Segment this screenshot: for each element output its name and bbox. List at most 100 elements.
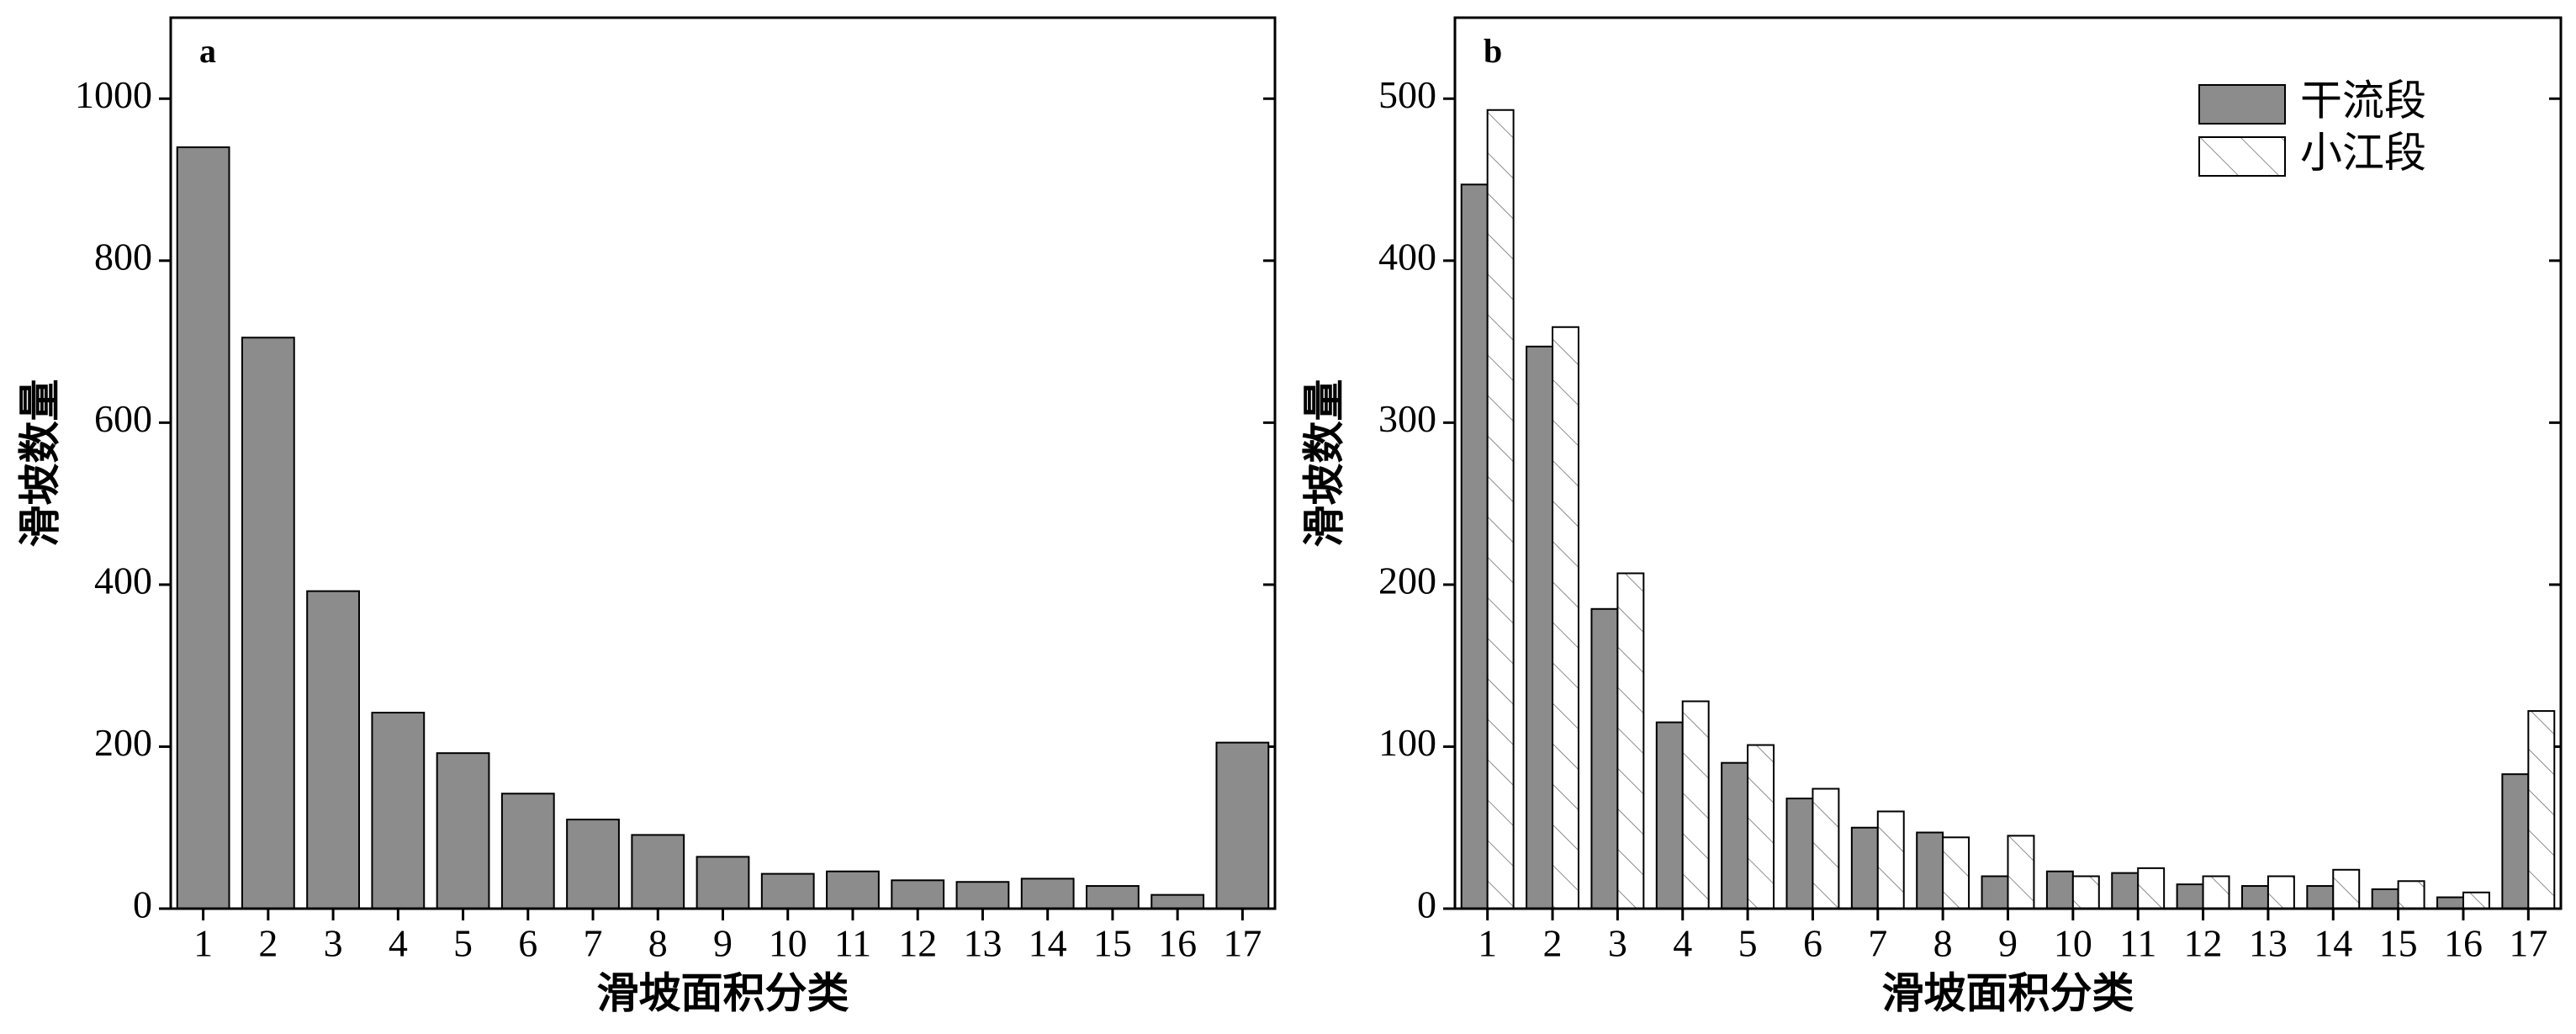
legend-label: 小江段	[2300, 129, 2426, 176]
x-tick-label: 13	[963, 922, 1002, 965]
bar	[1981, 875, 2009, 910]
bar	[1020, 878, 1075, 910]
bar	[371, 712, 426, 910]
x-tick-label: 3	[1608, 922, 1627, 965]
bar	[566, 819, 620, 909]
bar	[1150, 893, 1205, 910]
bar	[2137, 867, 2166, 910]
bar	[306, 590, 360, 909]
bar	[2071, 875, 2100, 910]
x-tick-label: 10	[2054, 922, 2092, 965]
y-axis-label: 滑坡数量	[16, 379, 63, 548]
bar	[2306, 885, 2335, 909]
bar	[2007, 835, 2035, 910]
bar	[1086, 885, 1140, 909]
x-tick-label: 9	[713, 922, 733, 965]
bar	[500, 793, 555, 909]
bar	[2045, 870, 2074, 910]
x-axis-label: 滑坡面积分类	[1882, 969, 2134, 1016]
x-tick-label: 6	[1803, 922, 1822, 965]
bar	[1460, 183, 1489, 909]
x-tick-label: 15	[1093, 922, 1132, 965]
bar	[2267, 875, 2295, 910]
panel-label: a	[199, 32, 216, 70]
bar	[1785, 798, 1814, 909]
bar	[2111, 872, 2140, 910]
bar	[2240, 885, 2269, 909]
bar	[1486, 109, 1515, 909]
bar	[760, 872, 815, 910]
x-tick-label: 10	[769, 922, 807, 965]
y-tick-label: 1000	[75, 73, 152, 116]
x-tick-label: 3	[324, 922, 343, 965]
x-tick-label: 2	[1543, 922, 1563, 965]
x-tick-label: 14	[1029, 922, 1067, 965]
x-tick-label: 16	[2444, 922, 2483, 965]
x-tick-label: 11	[2119, 922, 2156, 965]
x-tick-label: 16	[1158, 922, 1197, 965]
bar	[2462, 891, 2490, 910]
x-axis-label: 滑坡面积分类	[597, 969, 849, 1016]
bar	[2436, 896, 2464, 910]
plot-frame	[169, 16, 1277, 910]
x-tick-label: 17	[2509, 922, 2547, 965]
panel-label: b	[1484, 32, 1502, 70]
x-tick-label: 12	[2184, 922, 2223, 965]
x-tick-label: 8	[1933, 922, 1953, 965]
bar	[631, 834, 685, 910]
bar	[1916, 831, 1944, 910]
plot-frame	[1453, 16, 2563, 910]
legend-swatch	[2198, 84, 2286, 125]
y-axis-label: 滑坡数量	[1300, 379, 1347, 548]
x-tick-label: 4	[389, 922, 408, 965]
bar	[2397, 880, 2425, 909]
bar	[1721, 761, 1749, 910]
bar	[436, 752, 490, 910]
bar	[176, 146, 230, 909]
x-tick-label: 12	[898, 922, 937, 965]
y-tick-label: 100	[1378, 721, 1436, 764]
bar	[2527, 710, 2556, 909]
y-tick-label: 400	[1378, 235, 1436, 278]
bar	[2202, 875, 2230, 910]
x-tick-label: 5	[1738, 922, 1758, 965]
x-tick-label: 15	[2379, 922, 2418, 965]
x-tick-label: 2	[258, 922, 278, 965]
bar	[1681, 700, 1710, 909]
bar	[1942, 836, 1970, 910]
x-tick-label: 1	[1478, 922, 1497, 965]
bar	[2501, 773, 2530, 909]
y-tick-label: 400	[94, 559, 152, 602]
y-tick-label: 600	[94, 397, 152, 440]
bar	[1590, 607, 1619, 909]
y-tick-label: 0	[1417, 883, 1436, 926]
x-tick-label: 1	[193, 922, 213, 965]
y-tick-label: 300	[1378, 397, 1436, 440]
bar	[1747, 744, 1775, 910]
x-tick-label: 4	[1673, 922, 1692, 965]
y-tick-label: 500	[1378, 73, 1436, 116]
bar	[1215, 741, 1270, 910]
bar	[1850, 826, 1879, 910]
y-tick-label: 200	[94, 721, 152, 764]
x-tick-label: 6	[518, 922, 537, 965]
bar	[241, 337, 295, 909]
x-tick-label: 11	[834, 922, 871, 965]
bar	[1552, 326, 1579, 909]
bar	[1876, 810, 1905, 909]
bar	[2176, 883, 2204, 909]
y-tick-label: 200	[1378, 559, 1436, 602]
x-tick-label: 7	[584, 922, 603, 965]
bar	[955, 881, 1010, 909]
x-tick-label: 13	[2249, 922, 2288, 965]
bar	[696, 856, 750, 909]
legend-swatch	[2198, 136, 2286, 177]
bar	[2332, 868, 2361, 909]
y-tick-label: 800	[94, 235, 152, 278]
bar	[1812, 787, 1840, 909]
x-tick-label: 17	[1223, 922, 1262, 965]
x-tick-label: 14	[2314, 922, 2352, 965]
legend-label: 干流段	[2300, 77, 2426, 124]
x-tick-label: 5	[453, 922, 473, 965]
